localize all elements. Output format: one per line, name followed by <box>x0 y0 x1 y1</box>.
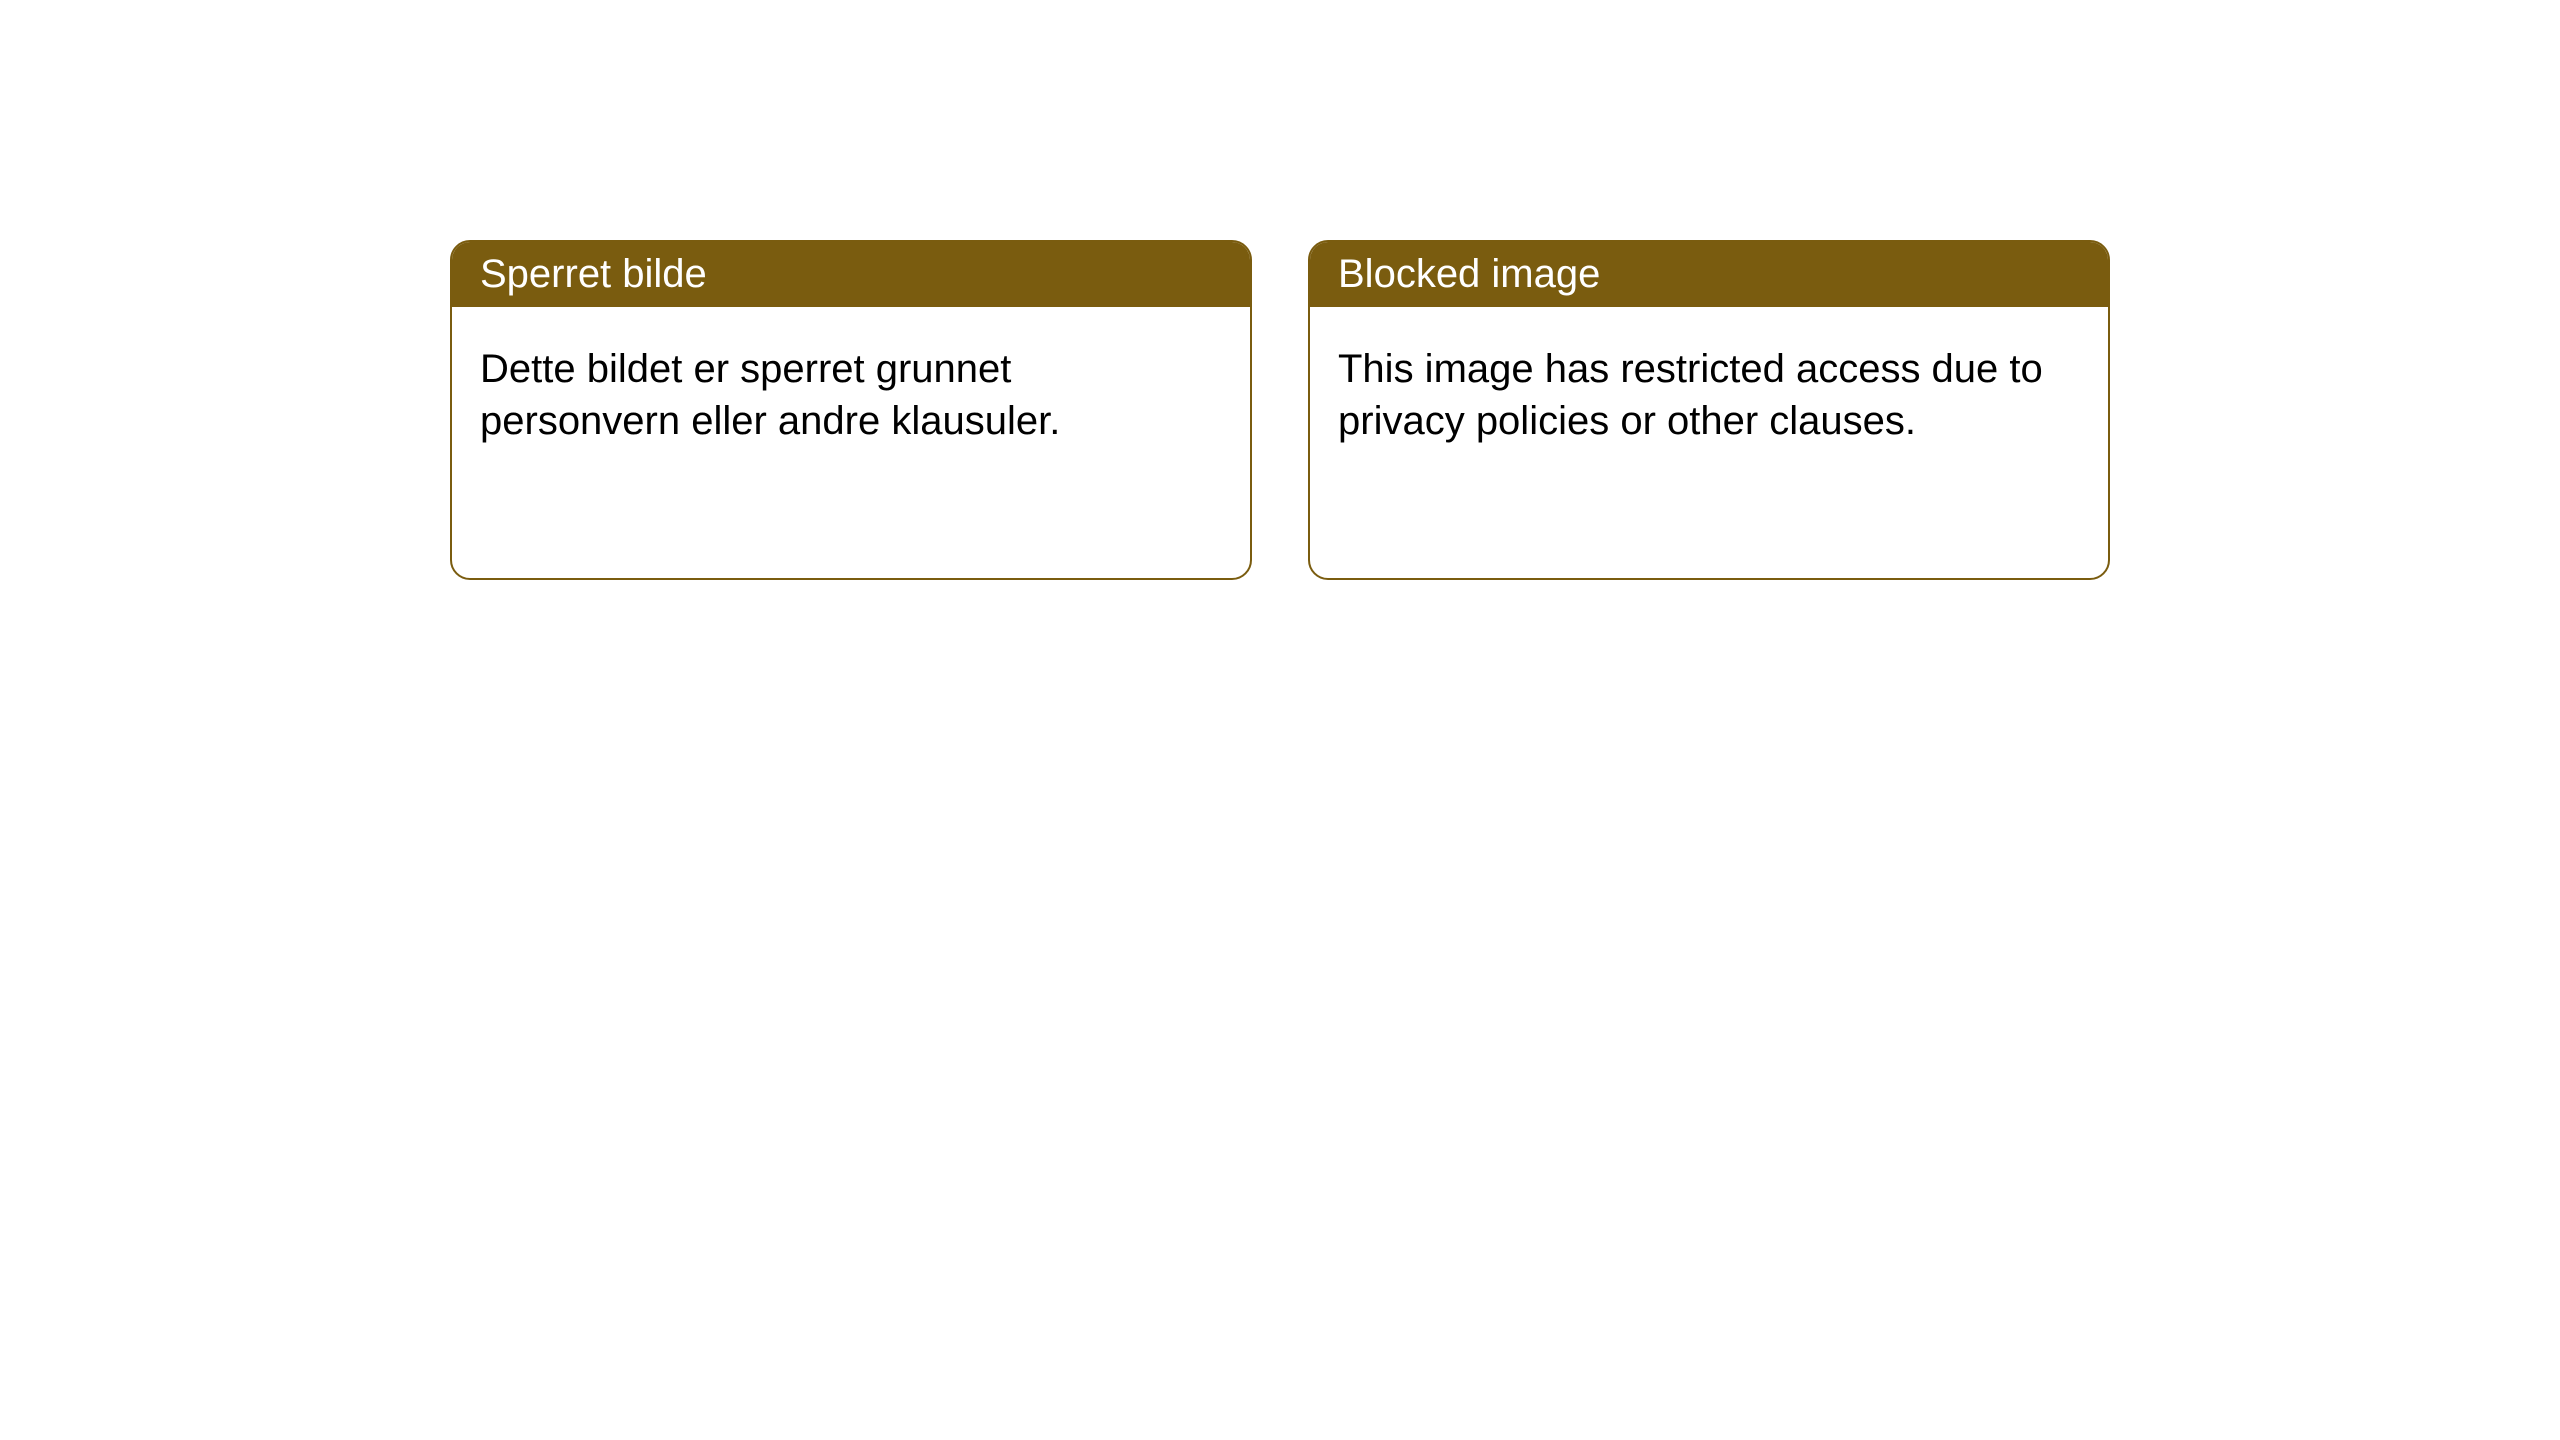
notice-card-title: Sperret bilde <box>452 242 1250 307</box>
notice-card-norwegian: Sperret bilde Dette bildet er sperret gr… <box>450 240 1252 580</box>
notice-container: Sperret bilde Dette bildet er sperret gr… <box>0 0 2560 580</box>
notice-card-title: Blocked image <box>1310 242 2108 307</box>
notice-card-body: This image has restricted access due to … <box>1310 307 2108 483</box>
notice-card-body: Dette bildet er sperret grunnet personve… <box>452 307 1250 483</box>
notice-card-english: Blocked image This image has restricted … <box>1308 240 2110 580</box>
